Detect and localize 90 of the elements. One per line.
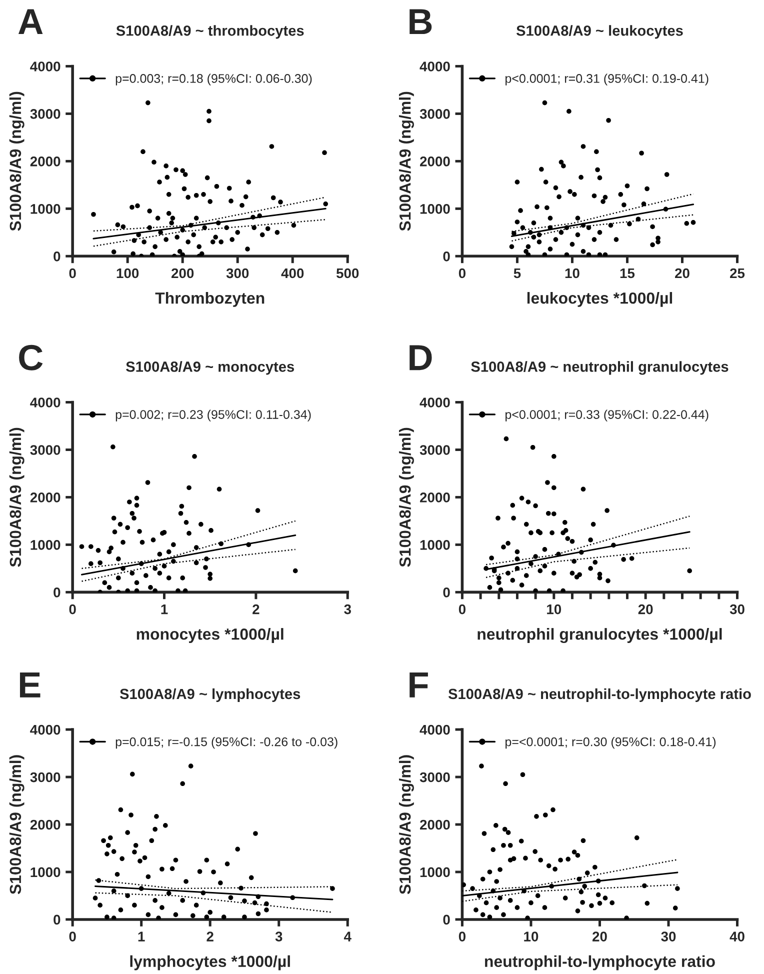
text: C xyxy=(19,344,43,370)
x-axis-title: monocytes *1000/µl xyxy=(136,628,284,643)
x-tick-label: 500 xyxy=(336,268,359,278)
y-tick-label: 1000 xyxy=(420,867,450,878)
text: A xyxy=(18,9,43,34)
y-axis-title: S100A8/A9 (ng/ml) xyxy=(9,428,24,567)
y-tick-label: 0 xyxy=(443,914,450,925)
text: B xyxy=(410,9,432,34)
y-tick-label: 4000 xyxy=(420,398,450,408)
x-tick-label: 0 xyxy=(458,604,466,614)
legend-label: p=0.003; r=0.18 (95%CI: 0.06-0.30) xyxy=(116,74,312,86)
y-tick-label: 2000 xyxy=(30,156,60,166)
y-tick-label: 4000 xyxy=(30,62,60,72)
y-tick-label: 3000 xyxy=(420,109,450,119)
legend-label: p=<0.0001; r=0.30 (95%CI: 0.18-0.41) xyxy=(506,737,716,749)
chart-title: S100A8/A9 ~ monocytes xyxy=(126,361,294,375)
y-tick-label: 3000 xyxy=(30,772,60,782)
text: E xyxy=(20,672,40,698)
x-axis-title: neutrophil-to-lymphocyte ratio xyxy=(485,955,715,970)
y-tick-label: 1000 xyxy=(420,204,450,214)
text: D xyxy=(410,345,432,370)
legend-label: p<0.0001; r=0.33 (95%CI: 0.22-0.44) xyxy=(506,410,708,422)
x-tick-label: 200 xyxy=(171,268,194,278)
x-tick-label: 20 xyxy=(638,604,653,614)
x-axis-title: neutrophil granulocytes *1000/µl xyxy=(478,628,722,644)
x-tick-label: 2 xyxy=(252,604,260,614)
x-tick-label: 4 xyxy=(344,932,352,942)
legend-label: p<0.0001; r=0.31 (95%CI: 0.19-0.41) xyxy=(506,74,708,86)
chart-title: S100A8/A9 ~ leukocytes xyxy=(516,25,683,39)
y-tick-label: 0 xyxy=(54,251,60,262)
y-tick-label: 3000 xyxy=(420,772,450,782)
y-tick-label: 2000 xyxy=(420,492,450,502)
y-axis-title: S100A8/A9 (ng/ml) xyxy=(399,428,414,567)
y-tick-label: 1000 xyxy=(30,540,60,550)
y-tick-label: 0 xyxy=(54,588,60,598)
chart-title: S100A8/A9 ~ lymphocytes xyxy=(120,688,300,702)
x-axis-title: leukocytes *1000/µl xyxy=(527,292,672,307)
x-tick-label: 25 xyxy=(730,268,745,278)
chart-title: S100A8/A9 ~ neutrophil granulocytes xyxy=(471,361,728,375)
x-tick-label: 400 xyxy=(281,268,304,278)
y-tick-label: 0 xyxy=(54,914,60,925)
x-tick-label: 300 xyxy=(226,268,249,278)
y-tick-label: 1000 xyxy=(30,204,60,214)
x-tick-label: 0 xyxy=(69,268,76,278)
x-tick-label: 2 xyxy=(206,932,214,942)
x-tick-label: 1 xyxy=(138,932,145,942)
x-tick-label: 1 xyxy=(161,604,168,614)
legend-label: p=0.015; r=-0.15 (95%CI: -0.26 to -0.03) xyxy=(116,737,338,749)
y-tick-label: 3000 xyxy=(30,109,60,119)
x-tick-label: 5 xyxy=(514,268,521,278)
x-axis-title: Thrombozyten xyxy=(155,292,264,307)
y-tick-label: 3000 xyxy=(420,445,450,455)
x-tick-label: 15 xyxy=(620,268,635,278)
x-axis-title: lymphocytes *1000/µl xyxy=(130,955,290,970)
y-tick-label: 0 xyxy=(443,251,450,262)
y-tick-label: 1000 xyxy=(30,867,60,878)
y-axis-title: S100A8/A9 (ng/ml) xyxy=(399,755,414,894)
y-axis-title: S100A8/A9 (ng/ml) xyxy=(9,92,24,231)
x-tick-label: 10 xyxy=(524,932,538,942)
y-tick-label: 2000 xyxy=(420,156,450,166)
x-tick-label: 0 xyxy=(458,268,466,278)
text: F xyxy=(410,672,428,698)
y-tick-label: 1000 xyxy=(420,540,450,550)
x-tick-label: 10 xyxy=(565,268,580,278)
x-tick-label: 0 xyxy=(69,932,76,942)
x-tick-label: 30 xyxy=(661,932,676,942)
y-tick-label: 4000 xyxy=(30,724,60,735)
x-tick-label: 0 xyxy=(458,932,466,942)
y-tick-label: 2000 xyxy=(420,820,450,830)
y-axis-title: S100A8/A9 (ng/ml) xyxy=(9,755,24,894)
x-tick-label: 20 xyxy=(675,268,690,278)
chart-title: S100A8/A9 ~ thrombocytes xyxy=(116,25,304,39)
x-tick-label: 40 xyxy=(730,932,744,942)
y-tick-label: 0 xyxy=(443,588,450,598)
y-tick-label: 4000 xyxy=(420,62,450,72)
x-tick-label: 100 xyxy=(116,268,139,278)
y-tick-label: 3000 xyxy=(30,445,60,455)
x-tick-label: 10 xyxy=(547,604,562,614)
legend-label: p=0.002; r=0.23 (95%CI: 0.11-0.34) xyxy=(116,410,311,422)
x-tick-label: 3 xyxy=(275,932,282,942)
y-axis-title: S100A8/A9 (ng/ml) xyxy=(399,92,414,231)
x-tick-label: 0 xyxy=(69,604,76,614)
y-tick-label: 2000 xyxy=(30,492,60,502)
y-tick-label: 2000 xyxy=(30,820,60,830)
y-tick-label: 4000 xyxy=(420,724,450,735)
chart-title: S100A8/A9 ~ neutrophil-to-lymphocyte ratio xyxy=(448,688,751,702)
y-tick-label: 4000 xyxy=(30,398,60,408)
x-tick-label: 3 xyxy=(344,604,351,614)
x-tick-label: 30 xyxy=(730,604,744,614)
x-tick-label: 20 xyxy=(592,932,607,942)
